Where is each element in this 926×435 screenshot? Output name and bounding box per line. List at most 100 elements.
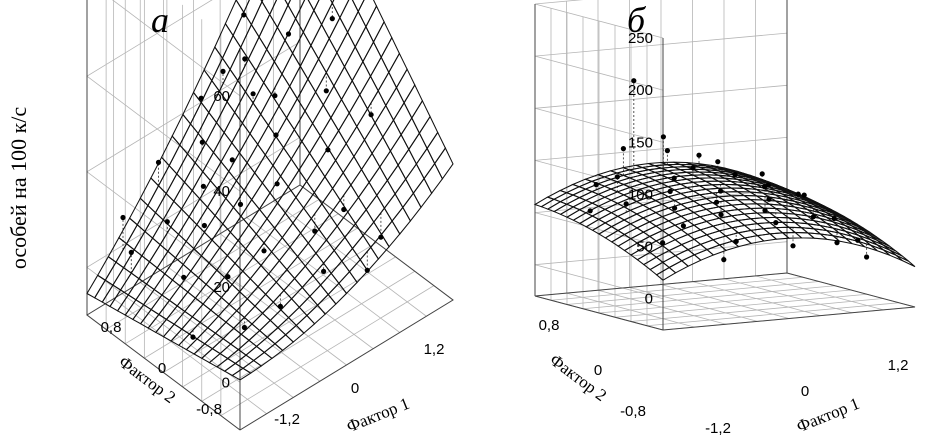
surface-cell — [376, 179, 396, 210]
data-point — [128, 249, 134, 255]
data-point — [261, 248, 267, 254]
surface-cell — [351, 60, 372, 96]
data-point — [277, 303, 283, 309]
z-tick-label: 40 — [213, 183, 230, 200]
surface-cell — [380, 36, 400, 74]
data-point — [321, 268, 327, 274]
surface-cell — [289, 65, 309, 100]
gridline — [273, 200, 427, 317]
data-point — [672, 205, 678, 211]
data-point — [660, 240, 666, 246]
surface-cell — [290, 286, 311, 308]
surface-cell — [325, 51, 346, 88]
data-point — [120, 214, 126, 221]
surface-cell — [342, 155, 363, 186]
gridline — [144, 227, 358, 359]
surface-cell — [226, 348, 247, 365]
data-point — [155, 159, 162, 165]
surface-cell — [418, 115, 439, 150]
surface-cell — [400, 116, 421, 151]
surface-cell — [319, 116, 340, 149]
y-tick-label: -0,8 — [620, 403, 646, 420]
surface-cell — [327, 282, 348, 305]
surface-cell — [337, 111, 358, 145]
data-point — [732, 171, 738, 178]
surface-cell — [273, 39, 294, 76]
surface-cell — [311, 103, 332, 137]
surface-cell — [354, 25, 375, 63]
data-point — [831, 215, 837, 222]
data-point — [671, 175, 677, 181]
data-point — [364, 267, 370, 273]
data-dots — [587, 78, 870, 263]
surface-cell — [314, 71, 335, 106]
surface-mesh — [533, 161, 916, 281]
surface-cell — [737, 229, 759, 239]
surface-cell — [353, 138, 373, 171]
surface-cell — [389, 133, 410, 167]
z-tick-labels: 0 20 40 60 — [213, 88, 230, 391]
surface-cell — [231, 367, 252, 381]
surface-cell — [252, 242, 273, 267]
surface-cell — [680, 254, 702, 267]
surface-cell — [257, 273, 278, 296]
z-tick-label: 60 — [213, 88, 230, 105]
z-tick-label: 100 — [628, 186, 653, 203]
surface-cell — [292, 207, 312, 234]
data-point — [810, 214, 817, 220]
surface-cell — [383, 192, 404, 223]
surface-cell — [334, 142, 355, 174]
surface-cell — [324, 159, 344, 190]
surface-cell — [116, 294, 137, 316]
x-tick-labels: -1,2 0 1,2 — [705, 357, 908, 435]
surface-cell — [379, 149, 399, 182]
surface-cell — [245, 345, 266, 362]
data-point — [241, 12, 247, 18]
surface-cell — [343, 45, 364, 82]
surface-cell — [408, 132, 428, 166]
surface-cell — [348, 93, 369, 128]
surface-cell — [426, 131, 447, 165]
data-point — [715, 159, 721, 165]
data-point — [766, 196, 772, 202]
surface-cell — [318, 214, 338, 241]
surface-cell — [365, 194, 386, 224]
data-point — [241, 324, 247, 331]
surface-cell — [302, 9, 323, 47]
surface-cell — [280, 298, 301, 319]
surface-cell — [412, 177, 433, 209]
surface-cell — [328, 16, 349, 54]
surface-cell — [235, 298, 256, 319]
surface-cell — [306, 304, 326, 325]
x-axis-label: Фактор 1 — [344, 394, 412, 435]
data-point — [593, 182, 599, 188]
surface-cell — [373, 207, 393, 236]
data-point — [714, 199, 720, 205]
surface-cell — [308, 134, 329, 166]
y-tick-label: 0,8 — [101, 319, 122, 336]
data-point — [272, 93, 278, 99]
surface-cell — [350, 168, 370, 199]
z-tick-label: 200 — [628, 82, 653, 99]
surface-cell — [255, 217, 276, 244]
surface-cell — [261, 301, 282, 322]
gridline — [219, 233, 374, 350]
surface-cell — [274, 334, 295, 352]
data-point — [664, 148, 671, 154]
data-point — [696, 152, 702, 158]
surface-cell — [369, 56, 390, 92]
surface-cell — [345, 125, 366, 158]
y-tick-label: -0,8 — [196, 401, 222, 418]
surface-cell — [278, 85, 298, 119]
surface-cell — [423, 162, 444, 195]
surface-cell — [313, 175, 334, 205]
data-point — [242, 56, 248, 62]
surface-cell — [285, 97, 306, 131]
x-tick-label: 0 — [351, 380, 359, 397]
surface-cell — [287, 169, 308, 199]
data-point — [620, 146, 627, 152]
data-point — [834, 240, 840, 246]
surface-cell — [363, 121, 384, 155]
surface-cell — [316, 147, 337, 178]
